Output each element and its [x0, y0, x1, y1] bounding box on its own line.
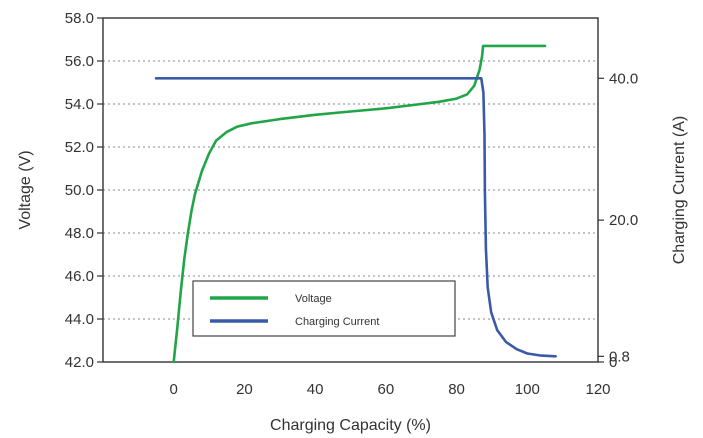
x-tick-label-4: 80: [448, 381, 465, 398]
y-left-tick-label-8: 58.0: [65, 10, 94, 27]
y-left-tick-label-5: 52.0: [65, 139, 94, 156]
legend-box: [192, 280, 456, 337]
y-left-tick-label-7: 56.0: [65, 53, 94, 70]
y-right-tick-label-0: 0: [609, 354, 617, 371]
legend-label-charging-current: Charging Current: [295, 316, 379, 328]
x-axis-ticks: 0 20 40 60 80 100 120: [170, 381, 611, 398]
y-left-tick-label-0: 42.0: [65, 354, 94, 371]
y-left-tick-label-1: 44.0: [65, 311, 94, 328]
y-right-axis-ticks: 00.8 20.0 40.0: [598, 70, 638, 371]
x-tick-label-0: 0: [170, 381, 178, 398]
x-tick-label-6: 120: [585, 381, 610, 398]
y-right-tick-label-3: 40.0: [609, 70, 638, 87]
legend-label-voltage: Voltage: [295, 293, 332, 305]
x-tick-label-5: 100: [515, 381, 540, 398]
y-left-axis-ticks: 42.0 44.0 46.0 48.0 50.0 52.0 54.0 56.0 58.0: [65, 10, 103, 371]
y-right-tick-label-1: 0.8: [609, 348, 630, 365]
legend: Voltage Charging Current: [192, 280, 456, 337]
y-right-axis-title: Charging Current (A): [671, 116, 688, 265]
x-tick-label-3: 60: [378, 381, 395, 398]
series-line-voltage: [172, 44, 547, 364]
x-axis-title: Charging Capacity (%): [270, 417, 431, 434]
y-left-tick-label-6: 54.0: [65, 96, 94, 113]
y-right-tick-label-2: 20.0: [609, 212, 638, 229]
series-layer: [154, 44, 557, 364]
y-left-tick-label-4: 50.0: [65, 182, 94, 199]
y-left-axis-title: Voltage (V): [17, 150, 34, 229]
series-line-charging-current: [154, 77, 557, 358]
x-tick-label-2: 40: [307, 381, 324, 398]
y-left-tick-label-2: 46.0: [65, 268, 94, 285]
y-left-tick-label-3: 48.0: [65, 225, 94, 242]
x-tick-label-1: 20: [236, 381, 253, 398]
